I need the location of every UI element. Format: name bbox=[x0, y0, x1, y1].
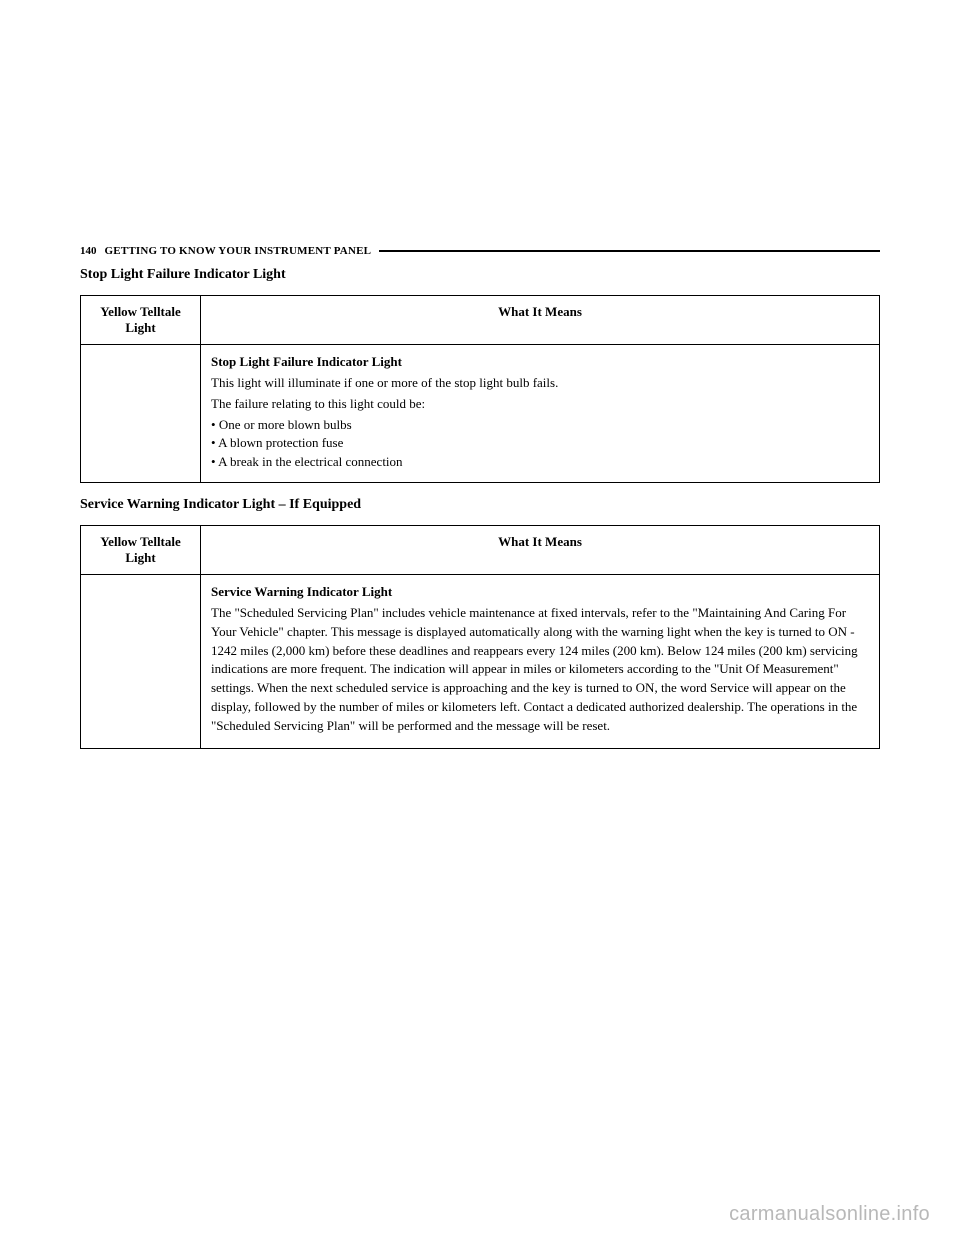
table-header-row: Yellow Telltale Light What It Means bbox=[81, 296, 880, 345]
table-header-left: Yellow Telltale Light bbox=[81, 296, 201, 345]
section-title-1: Stop Light Failure Indicator Light bbox=[80, 267, 880, 283]
table-header-row: Yellow Telltale Light What It Means bbox=[81, 526, 880, 575]
chapter-title: GETTING TO KNOW YOUR INSTRUMENT PANEL bbox=[105, 245, 372, 257]
list-item: One or more blown bulbs bbox=[211, 416, 869, 435]
header-rule bbox=[379, 250, 880, 252]
cell-line: This light will illuminate if one or mor… bbox=[211, 374, 869, 393]
table-header-left: Yellow Telltale Light bbox=[81, 526, 201, 575]
table-header-right: What It Means bbox=[201, 526, 880, 575]
cell-title: Service Warning Indicator Light bbox=[211, 583, 869, 602]
cell-title: Stop Light Failure Indicator Light bbox=[211, 353, 869, 372]
telltale-icon-cell bbox=[81, 345, 201, 483]
list-item: A break in the electrical connection bbox=[211, 453, 869, 472]
cell-line: The failure relating to this light could… bbox=[211, 395, 869, 414]
table-row: Service Warning Indicator Light The "Sch… bbox=[81, 575, 880, 749]
page-content: 140 GETTING TO KNOW YOUR INSTRUMENT PANE… bbox=[80, 245, 880, 763]
table-stop-light: Yellow Telltale Light What It Means Stop… bbox=[80, 295, 880, 483]
telltale-text-cell: Service Warning Indicator Light The "Sch… bbox=[201, 575, 880, 749]
cell-body: The "Scheduled Servicing Plan" includes … bbox=[211, 604, 869, 736]
telltale-icon-cell bbox=[81, 575, 201, 749]
list-item: A blown protection fuse bbox=[211, 434, 869, 453]
watermark: carmanualsonline.info bbox=[729, 1203, 930, 1226]
telltale-text-cell: Stop Light Failure Indicator Light This … bbox=[201, 345, 880, 483]
bullet-list: One or more blown bulbs A blown protecti… bbox=[211, 416, 869, 473]
section-title-2: Service Warning Indicator Light – If Equ… bbox=[80, 497, 880, 513]
table-row: Stop Light Failure Indicator Light This … bbox=[81, 345, 880, 483]
page-header: 140 GETTING TO KNOW YOUR INSTRUMENT PANE… bbox=[80, 245, 880, 257]
table-service-warning: Yellow Telltale Light What It Means Serv… bbox=[80, 525, 880, 749]
page-number: 140 bbox=[80, 245, 97, 257]
table-header-right: What It Means bbox=[201, 296, 880, 345]
